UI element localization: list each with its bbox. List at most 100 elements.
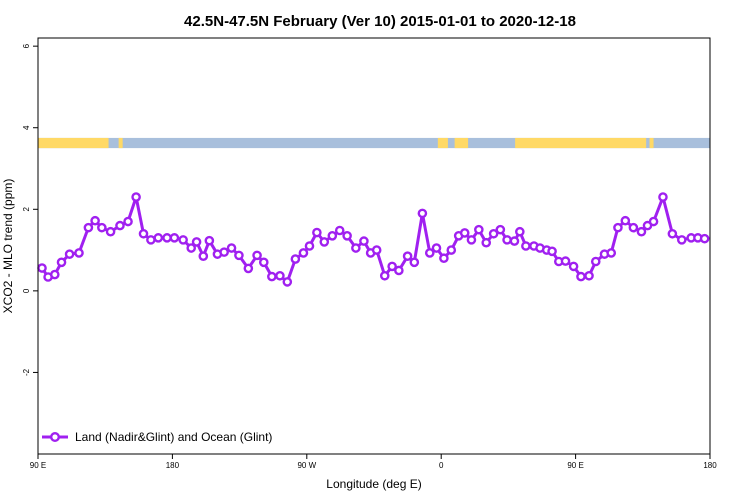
data-point: [146, 235, 156, 245]
data-point: [699, 233, 710, 244]
data-point: [495, 224, 506, 235]
ocean-band: [38, 137, 710, 149]
data-point: [74, 248, 84, 258]
data-point: [282, 277, 293, 287]
data-point: [162, 233, 172, 243]
land-ocean-band: [38, 137, 710, 149]
chart-title: 42.5N-47.5N February (Ver 10) 2015-01-01…: [184, 13, 576, 30]
series-layer: [37, 192, 710, 287]
y-axis: -2 0 2 4 6: [22, 43, 38, 376]
data-point: [509, 236, 520, 246]
x-tick-label: 90 W: [297, 461, 316, 470]
data-point: [417, 208, 428, 219]
legend-marker: [50, 432, 61, 443]
data-point: [667, 228, 678, 239]
data-point: [590, 256, 601, 267]
data-point: [648, 216, 659, 227]
land-segment: [454, 137, 469, 149]
data-point: [243, 263, 254, 274]
data-point: [446, 245, 457, 255]
data-point: [186, 243, 197, 253]
y-tick-label: 2: [22, 207, 31, 212]
data-point: [123, 216, 133, 227]
land-segment: [38, 137, 109, 149]
data-point: [481, 237, 492, 248]
series-line: [40, 195, 705, 284]
data-point: [359, 236, 369, 246]
data-point: [298, 248, 309, 258]
data-point: [474, 224, 484, 235]
land-segment: [649, 137, 654, 149]
data-point: [371, 245, 382, 255]
legend-label: Land (Nadir&Glint) and Ocean (Glint): [75, 430, 272, 444]
legend: Land (Nadir&Glint) and Ocean (Glint): [42, 430, 272, 444]
data-point: [402, 251, 413, 261]
data-point: [153, 233, 164, 243]
x-tick-label: 0: [439, 461, 444, 470]
data-point: [459, 228, 470, 238]
data-point: [204, 235, 215, 246]
data-point: [267, 271, 277, 282]
data-point: [409, 257, 420, 268]
data-point: [576, 271, 586, 282]
data-point: [169, 233, 180, 243]
y-tick-label: 6: [22, 43, 31, 48]
data-point: [105, 226, 116, 237]
data-point: [234, 250, 244, 261]
data-point: [560, 256, 571, 266]
x-tick-label: 180: [703, 461, 717, 470]
data-point: [275, 270, 285, 281]
data-point: [56, 257, 67, 268]
y-tick-label: -2: [22, 368, 31, 376]
data-point: [131, 192, 141, 202]
data-point: [64, 249, 75, 259]
data-point: [115, 220, 125, 231]
data-point: [613, 222, 623, 233]
land-segment: [437, 137, 448, 149]
data-point: [394, 265, 404, 276]
data-point: [37, 263, 47, 273]
data-point: [258, 257, 269, 268]
data-point: [198, 251, 209, 261]
data-point: [50, 269, 60, 280]
data-point: [584, 270, 594, 281]
data-point: [351, 243, 361, 253]
data-point: [304, 241, 315, 251]
data-point: [431, 243, 442, 253]
data-point: [424, 248, 435, 258]
data-point: [327, 231, 338, 241]
plot-frame: [37, 37, 711, 455]
data-point: [138, 228, 149, 239]
data-point: [439, 253, 449, 264]
data-point: [319, 237, 330, 247]
data-point: [502, 235, 512, 245]
x-tick-label: 90 E: [567, 461, 583, 470]
data-point: [387, 261, 397, 272]
data-point: [488, 228, 499, 239]
land-segment: [515, 137, 647, 149]
y-tick-label: 0: [22, 288, 31, 293]
data-point: [521, 241, 531, 251]
data-point: [547, 246, 557, 257]
data-point: [658, 192, 668, 202]
x-axis: 90 E 180 90 W 0 90 E 180: [30, 454, 717, 470]
y-axis-label: XCO2 - MLO trend (ppm): [1, 179, 15, 314]
data-point: [312, 227, 322, 238]
data-point: [636, 226, 647, 237]
data-point: [676, 235, 687, 245]
data-point: [568, 261, 579, 272]
data-point: [83, 222, 94, 233]
y-tick-label: 4: [22, 125, 31, 130]
data-point: [290, 254, 301, 264]
data-point: [191, 237, 202, 247]
data-point: [606, 248, 617, 258]
data-point: [342, 231, 352, 241]
data-point: [466, 235, 477, 245]
data-point: [620, 215, 631, 226]
data-point: [226, 243, 237, 253]
data-point: [515, 226, 525, 237]
data-point: [178, 235, 188, 245]
data-point: [252, 250, 262, 261]
data-point: [90, 215, 100, 226]
data-point: [97, 222, 107, 233]
